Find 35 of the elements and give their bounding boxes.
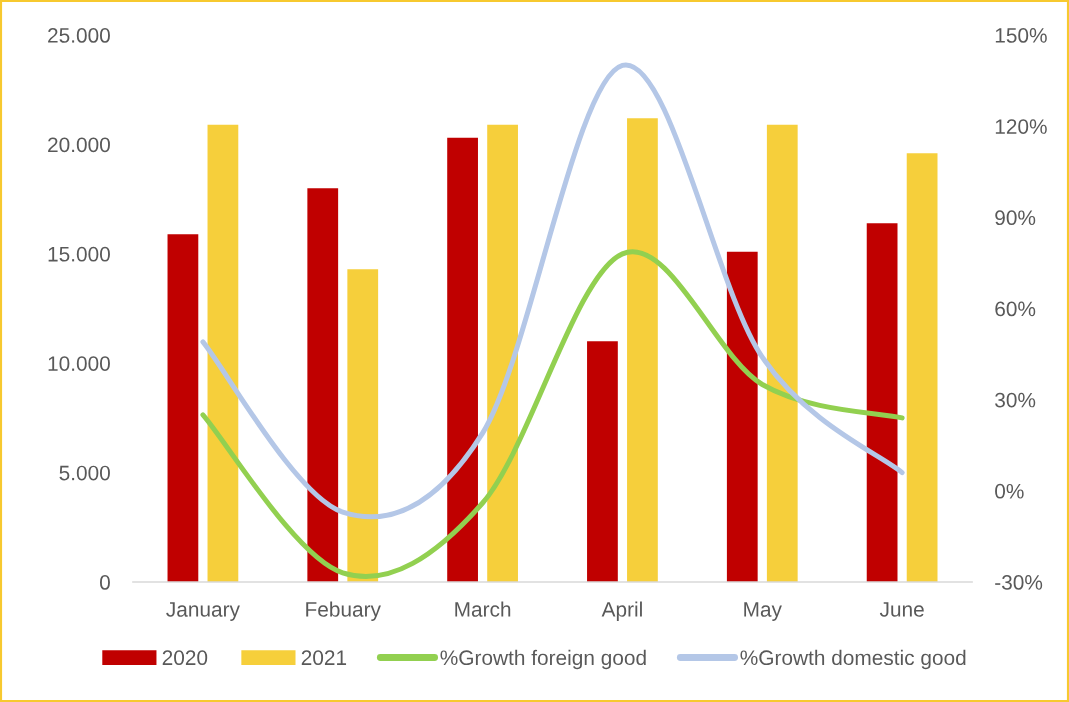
bar	[866, 223, 898, 583]
y-tick-label: 0	[99, 575, 110, 590]
bar	[906, 153, 938, 583]
y2-tick-label: 60%	[995, 301, 1036, 317]
x-tick-label: March	[455, 601, 511, 617]
bar	[587, 341, 618, 583]
y2-tick-label: 120%	[995, 119, 1047, 134]
bar	[487, 124, 518, 583]
y2-tick-label: 90%	[995, 210, 1036, 226]
bar	[167, 234, 199, 583]
bar	[447, 137, 478, 583]
bar	[627, 118, 658, 583]
bar	[347, 269, 379, 583]
legend-label: 2021	[301, 650, 347, 666]
bar	[307, 188, 339, 583]
legend-label: 2020	[162, 650, 208, 666]
x-tick-label: January	[166, 602, 240, 621]
bar	[726, 251, 758, 583]
legend-label: %Growth domestic good	[740, 649, 966, 670]
y2-tick-label: 30%	[995, 392, 1036, 408]
legend-label: %Growth foreign good	[440, 649, 646, 670]
y-tick-label: 5.000	[59, 465, 110, 481]
x-tick-label: June	[879, 602, 924, 617]
x-tick-label: April	[601, 601, 642, 621]
bar	[766, 124, 798, 583]
y-tick-label: 10.000	[48, 356, 110, 371]
y-tick-label: 15.000	[48, 246, 110, 262]
y-tick-label: 20.000	[48, 137, 110, 153]
x-tick-label: May	[744, 602, 782, 621]
y2-tick-label: -30%	[995, 575, 1043, 590]
y2-tick-label: 0%	[995, 483, 1024, 499]
x-tick-label: Febuary	[306, 601, 381, 621]
bar	[207, 124, 239, 583]
y2-tick-label: 150%	[995, 28, 1047, 43]
y-tick-label: 25.000	[48, 28, 110, 43]
